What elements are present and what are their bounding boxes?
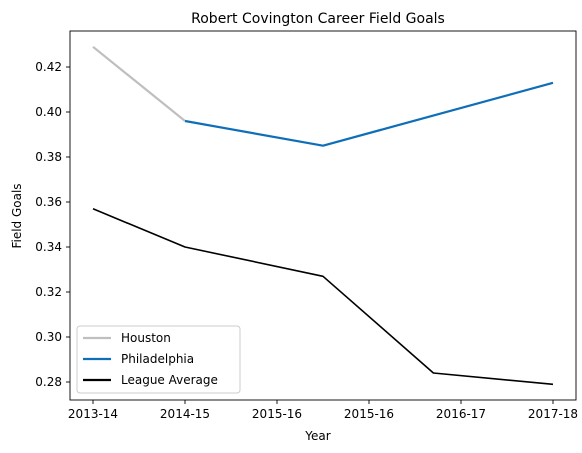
- legend-label: Philadelphia: [121, 352, 194, 366]
- x-tick-label: 2016-17: [436, 407, 486, 421]
- y-tick-label: 0.30: [35, 330, 62, 344]
- y-axis: 0.28 0.30 0.32 0.34 0.36 0.38 0.40 0.42: [35, 60, 70, 389]
- y-axis-label: Field Goals: [10, 183, 24, 248]
- y-tick-label: 0.32: [35, 285, 62, 299]
- x-axis: 2013-14 2014-15 2015-16 2015-16 2016-17 2017-…: [68, 400, 578, 421]
- y-tick-label: 0.36: [35, 195, 62, 209]
- x-tick-label: 2015-16: [344, 407, 394, 421]
- legend-label: League Average: [121, 373, 218, 387]
- y-tick-label: 0.42: [35, 60, 62, 74]
- y-tick-label: 0.38: [35, 150, 62, 164]
- x-tick-label: 2014-15: [160, 407, 210, 421]
- y-tick-label: 0.40: [35, 105, 62, 119]
- legend: Houston Philadelphia League Average: [77, 326, 240, 393]
- legend-label: Houston: [121, 331, 171, 345]
- x-tick-label: 2013-14: [68, 407, 118, 421]
- x-axis-label: Year: [304, 429, 330, 443]
- x-tick-label: 2017-18: [528, 407, 578, 421]
- y-tick-label: 0.34: [35, 240, 62, 254]
- chart-title: Robert Covington Career Field Goals: [191, 11, 445, 27]
- y-tick-label: 0.28: [35, 375, 62, 389]
- x-tick-label: 2015-16: [252, 407, 302, 421]
